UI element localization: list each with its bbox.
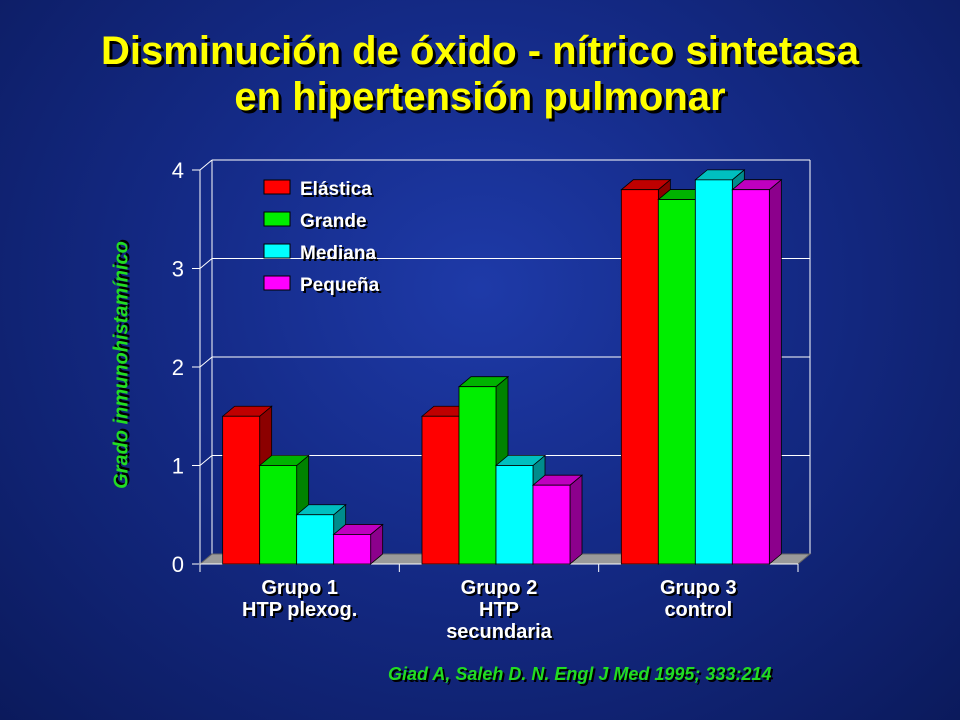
title-line-1: Disminución de óxido - nítrico sintetasa xyxy=(101,29,859,73)
legend-swatch xyxy=(263,211,291,227)
gridline-diag xyxy=(199,258,213,269)
x-category-label: Grupo 3 control xyxy=(613,577,783,621)
bar-2-2 xyxy=(458,386,497,565)
x-category-label: Grupo 1 HTP plexog. xyxy=(215,577,385,621)
x-category-line: Grupo 2 xyxy=(460,577,538,599)
y-tick-label: 4 xyxy=(172,158,184,183)
bar-3-1 xyxy=(620,189,659,565)
x-category-line: HTP plexog. xyxy=(242,599,358,621)
legend-label: Mediana xyxy=(300,243,376,264)
x-category-line: Grupo 3 xyxy=(659,577,737,599)
legend-swatch xyxy=(263,243,291,259)
bar-side xyxy=(768,178,782,565)
legend-label: Grande xyxy=(300,211,367,232)
y-tick-label: 0 xyxy=(172,552,184,577)
bar-1-4 xyxy=(333,534,372,565)
x-category-line: Grupo 1 xyxy=(261,577,338,599)
citation: Giad A, Saleh D. N. Engl J Med 1995; 333… xyxy=(388,664,772,684)
bar-1-1 xyxy=(222,415,261,565)
y-tick-label: 3 xyxy=(172,257,184,282)
legend-label: Elástica xyxy=(300,179,372,200)
legend-swatch xyxy=(263,275,291,291)
bar-3-2 xyxy=(657,199,696,565)
y-tick-label: 1 xyxy=(172,454,184,479)
bar-1-3 xyxy=(296,514,335,565)
legend-label-shadow: Pequeña xyxy=(302,277,382,298)
gridline-diag xyxy=(199,356,213,368)
slide-title: Disminución de óxido - nítrico sintetasa… xyxy=(0,28,960,120)
bar-3-4 xyxy=(731,189,770,565)
legend-label-shadow: Grande xyxy=(302,213,369,234)
y-tick-label: 2 xyxy=(172,355,184,380)
legend-label: Pequeña xyxy=(300,275,380,296)
legend-label-shadow: Elástica xyxy=(302,181,374,202)
gridline-diag xyxy=(199,159,213,171)
bar-3-3 xyxy=(694,179,733,565)
x-category-line: secundaria xyxy=(446,621,552,643)
bar-side xyxy=(569,474,583,565)
bar-1-2 xyxy=(259,465,298,565)
x-category-line: control xyxy=(664,599,733,621)
x-category-line: HTP xyxy=(479,599,519,621)
x-category-label: Grupo 2 HTP secundaria xyxy=(414,577,584,643)
title-line-2: en hipertensión pulmonar xyxy=(234,75,726,119)
bar-2-3 xyxy=(495,465,534,565)
legend-swatch xyxy=(263,179,291,195)
bar-2-1 xyxy=(421,415,460,565)
gridline-diag xyxy=(199,455,213,466)
legend-label-shadow: Mediana xyxy=(302,245,378,266)
bar-2-4 xyxy=(532,484,571,565)
